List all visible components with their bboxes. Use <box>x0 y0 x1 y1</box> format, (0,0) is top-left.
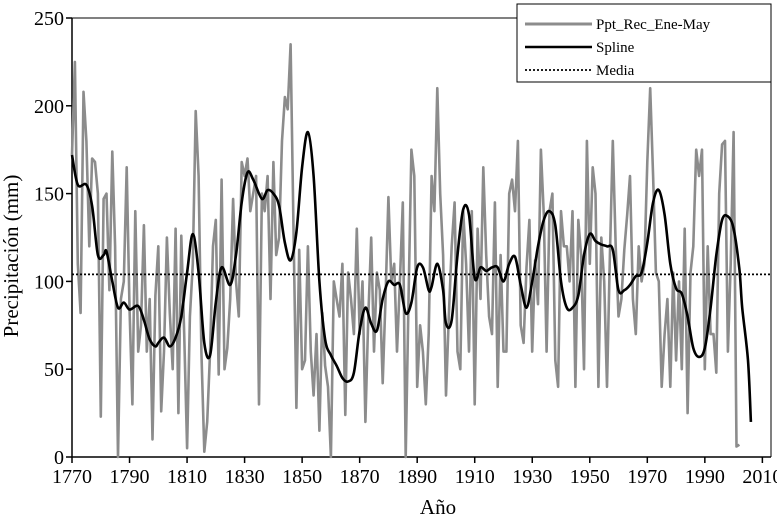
x-tick-label: 1950 <box>570 466 610 488</box>
legend: Ppt_Rec_Ene-May Spline Media <box>516 3 772 83</box>
x-tick-label: 1990 <box>685 466 725 488</box>
x-tick-label: 1810 <box>167 466 207 488</box>
legend-label-spline: Spline <box>596 40 635 56</box>
x-axis-title: Año <box>420 495 456 519</box>
x-tick-label: 1910 <box>455 466 495 488</box>
x-tick-label: 2010 <box>742 466 777 488</box>
series-layer <box>70 42 771 459</box>
x-tick-label: 1890 <box>397 466 437 488</box>
series-line-ppt <box>70 42 741 459</box>
legend-label-ppt: Ppt_Rec_Ene-May <box>596 17 711 33</box>
y-axis-title: Precipitación (mm) <box>0 175 23 338</box>
series-line-spline <box>70 130 753 422</box>
y-tick-label: 200 <box>34 96 64 118</box>
y-tick-label: 0 <box>54 447 64 469</box>
y-axis: 0 50 100 150 200 250 <box>34 8 73 469</box>
x-tick-label: 1830 <box>225 466 265 488</box>
legend-label-media: Media <box>596 63 635 79</box>
x-tick-label: 1970 <box>627 466 667 488</box>
y-tick-label: 250 <box>34 8 64 30</box>
x-tick-label: 1930 <box>512 466 552 488</box>
x-tick-label: 1870 <box>340 466 380 488</box>
legend-box <box>516 3 772 83</box>
x-tick-label: 1790 <box>110 466 150 488</box>
y-tick-label: 150 <box>34 184 64 206</box>
y-tick-label: 50 <box>44 359 64 381</box>
y-tick-label: 100 <box>34 271 64 293</box>
x-tick-label: 1850 <box>282 466 322 488</box>
x-tick-label: 1770 <box>52 466 92 488</box>
x-axis: 1770 1790 1810 1830 1850 1870 1890 1910 1930 1950… <box>52 456 777 488</box>
